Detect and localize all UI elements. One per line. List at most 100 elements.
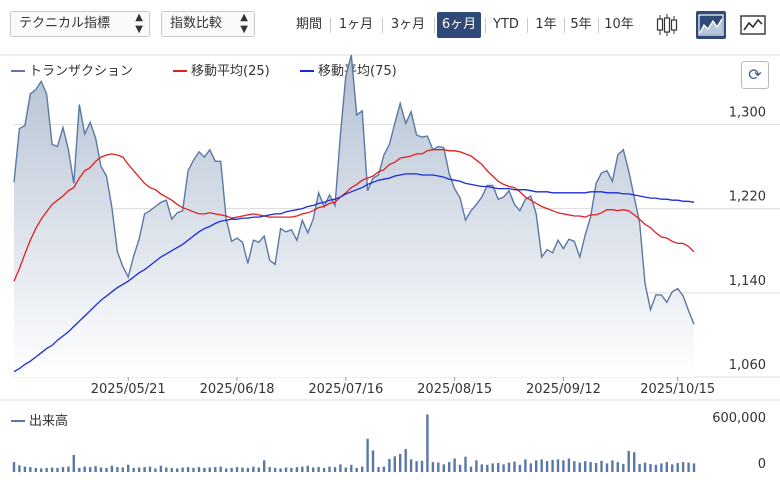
volume-bar — [393, 456, 396, 473]
legend-swatch — [11, 69, 25, 72]
volume-bar — [99, 467, 103, 472]
volume-bar — [491, 463, 494, 472]
volume-bar — [241, 467, 244, 472]
volume-bar — [529, 463, 532, 472]
legend-swatch — [300, 69, 314, 72]
volume-bar — [230, 467, 233, 472]
volume-bar — [578, 462, 581, 472]
volume-bar — [469, 466, 473, 472]
volume-bar — [105, 467, 108, 472]
volume-bar — [589, 462, 592, 472]
volume-bar — [56, 467, 59, 472]
volume-bar — [306, 465, 309, 472]
area-chart-icon[interactable] — [696, 11, 726, 39]
x-tick-label: 2025/05/21 — [91, 382, 166, 397]
volume-bar — [89, 467, 92, 472]
period-label: 期間 — [295, 17, 322, 32]
volume-bar — [137, 467, 141, 472]
volume-bar — [290, 467, 293, 472]
period-1y-button[interactable]: 1年 — [535, 17, 557, 32]
divider — [527, 18, 528, 33]
volume-bar — [18, 465, 21, 473]
volume-bar — [12, 462, 16, 472]
volume-bar — [34, 467, 37, 472]
volume-bar — [622, 463, 625, 472]
volume-bar — [676, 463, 679, 472]
volume-bar — [573, 461, 576, 472]
volume-bar — [72, 454, 75, 472]
volume-bar — [502, 464, 505, 472]
volume-bar — [186, 467, 190, 472]
volume-bar — [660, 463, 663, 472]
divider — [564, 18, 565, 33]
volume-bar — [388, 458, 391, 472]
volume-bar — [257, 467, 260, 472]
volume-bar — [328, 466, 331, 472]
refresh-button[interactable]: ⟳ — [741, 61, 769, 89]
x-tick-label: 2025/07/16 — [308, 382, 383, 397]
volume-bar — [584, 461, 587, 472]
technical-indicator-select-label: テクニカル指標 — [19, 16, 111, 31]
price-line — [13, 54, 695, 325]
y-tick-label: 1,060 — [729, 358, 766, 373]
volume-legend: 出来高 — [11, 410, 68, 429]
volume-bar — [681, 462, 685, 472]
volume-bar — [279, 468, 282, 472]
legend-item-price[interactable]: トランザクション — [11, 60, 133, 79]
volume-bar — [225, 468, 228, 472]
volume-bar — [78, 467, 81, 472]
volume-bar — [448, 462, 451, 472]
volume-bar — [317, 467, 320, 472]
x-tick-label: 2025/08/15 — [417, 382, 492, 397]
period-5y-button[interactable]: 5年 — [570, 17, 592, 32]
period-ytd-button[interactable]: YTD — [493, 17, 519, 32]
period-3m-button[interactable]: 3ヶ月 — [390, 17, 426, 32]
index-compare-select[interactable]: 指数比較 ▲ ▼ — [161, 11, 255, 37]
select-arrows-icon: ▲ ▼ — [135, 12, 143, 35]
volume-bar — [23, 466, 27, 472]
volume-bar — [616, 462, 619, 472]
volume-bar — [322, 467, 326, 472]
volume-bar — [638, 463, 641, 472]
volume-bar — [355, 467, 358, 472]
volume-bar — [176, 468, 179, 472]
divider — [434, 18, 435, 33]
volume-bar — [192, 467, 195, 472]
volume-bar — [252, 466, 255, 472]
period-1m-button[interactable]: 1ヶ月 — [338, 17, 374, 32]
volume-bar — [121, 467, 124, 472]
candlestick-icon[interactable] — [652, 11, 682, 39]
volume-bar — [540, 459, 543, 472]
divider — [598, 18, 599, 33]
volume-bar — [497, 463, 500, 472]
volume-bar — [371, 450, 375, 472]
volume-bar — [295, 467, 299, 472]
index-compare-select-label: 指数比較 — [170, 16, 223, 31]
technical-indicator-select[interactable]: テクニカル指標 ▲ ▼ — [10, 11, 150, 37]
x-tick-label: 2025/06/18 — [200, 382, 275, 397]
volume-bar — [453, 458, 456, 472]
volume-bar — [344, 467, 347, 472]
volume-bar — [94, 466, 97, 472]
volume-bar — [567, 458, 571, 472]
volume-bar — [437, 462, 440, 472]
volume-y-tick-label: 0 — [758, 457, 766, 472]
volume-bar — [61, 467, 65, 472]
divider — [382, 18, 383, 33]
period-10y-button[interactable]: 10年 — [604, 17, 634, 32]
line-chart-icon[interactable] — [738, 11, 768, 39]
volume-bar — [600, 460, 603, 473]
volume-bar — [654, 464, 658, 472]
volume-bar — [273, 467, 277, 472]
price-area — [14, 55, 694, 377]
volume-bar — [399, 454, 402, 472]
volume-bar — [671, 464, 674, 472]
legend-item-ma75[interactable]: 移動平均(75) — [300, 60, 397, 79]
volume-bar — [132, 467, 135, 472]
period-6m-button[interactable]: 6ヶ月 — [437, 12, 481, 38]
volume-bar — [480, 464, 483, 472]
legend-item-ma25[interactable]: 移動平均(25) — [173, 60, 270, 79]
volume-bar — [154, 468, 157, 472]
y-tick-label: 1,220 — [729, 190, 766, 205]
